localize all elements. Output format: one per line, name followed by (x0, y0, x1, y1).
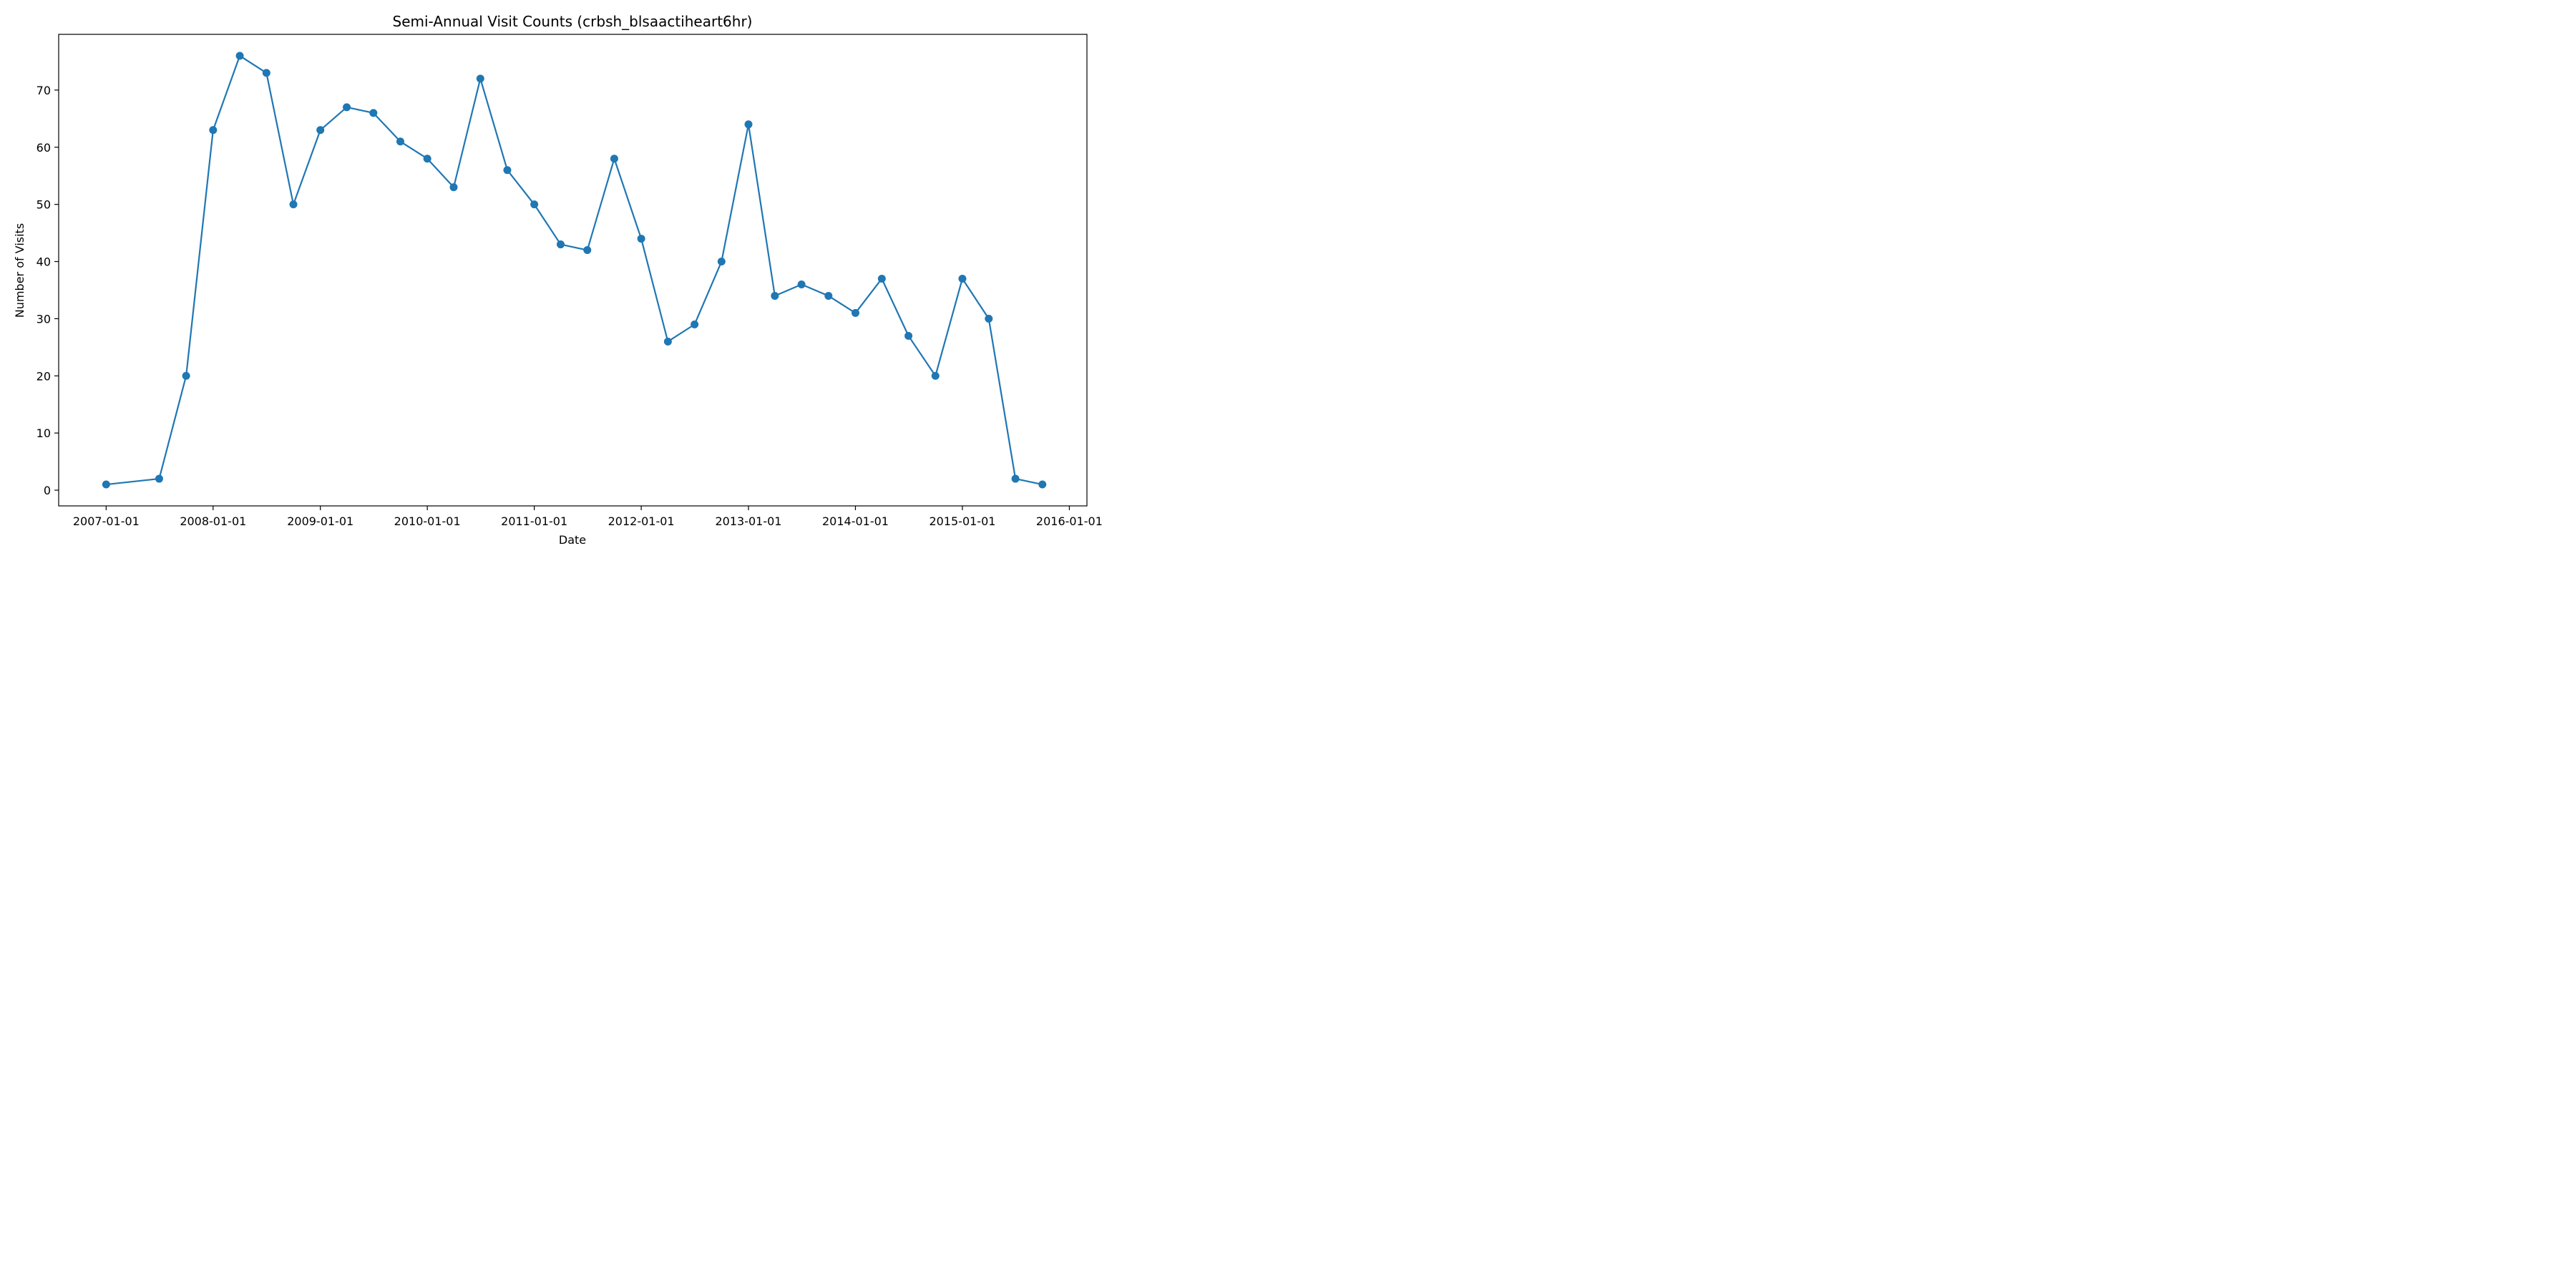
data-point (610, 155, 618, 163)
x-axis-ticks: 2007-01-01 2008-01-01 2009-01-01 2010-01-01… (73, 506, 1103, 528)
data-point (262, 69, 270, 77)
data-point (423, 155, 431, 163)
data-point (530, 200, 539, 209)
x-axis-label: Date (559, 533, 586, 547)
chart: Semi-Annual Visit Counts (crbsh_blsaacti… (13, 13, 1103, 547)
x-tick-label: 2007-01-01 (73, 514, 140, 528)
x-tick-label: 2014-01-01 (822, 514, 889, 528)
x-tick-label: 2015-01-01 (929, 514, 995, 528)
data-point (771, 291, 779, 300)
data-point (663, 337, 672, 346)
data-point (1011, 474, 1020, 483)
series-layer (102, 52, 1047, 489)
data-point (155, 474, 163, 483)
data-point (476, 74, 484, 83)
data-point (877, 274, 886, 283)
data-point (209, 126, 218, 135)
y-tick-label: 70 (36, 84, 51, 97)
data-point (904, 331, 913, 340)
data-point (637, 235, 645, 243)
data-point (931, 371, 940, 380)
y-tick-label: 40 (36, 255, 51, 269)
y-axis-label: Number of Visits (13, 223, 26, 318)
data-point (691, 320, 699, 328)
x-tick-label: 2013-01-01 (716, 514, 782, 528)
y-tick-label: 0 (44, 484, 51, 497)
data-point (583, 246, 592, 255)
data-point (316, 126, 325, 135)
data-point (744, 120, 753, 129)
x-tick-label: 2016-01-01 (1036, 514, 1103, 528)
data-point (369, 109, 378, 117)
data-point (958, 274, 967, 283)
data-point (449, 183, 458, 192)
data-point (797, 280, 806, 288)
data-point (851, 308, 859, 317)
y-tick-label: 20 (36, 369, 51, 383)
x-tick-label: 2011-01-01 (501, 514, 567, 528)
y-tick-label: 10 (36, 426, 51, 440)
y-tick-label: 50 (36, 198, 51, 212)
y-tick-label: 60 (36, 141, 51, 155)
y-axis-ticks: 0 10 20 30 40 50 60 70 (36, 84, 59, 497)
data-point (557, 240, 565, 249)
series-line (106, 54, 1043, 486)
plot-frame (58, 34, 1088, 507)
x-tick-label: 2010-01-01 (394, 514, 461, 528)
data-point (396, 137, 404, 146)
data-point (1038, 480, 1047, 489)
x-tick-label: 2012-01-01 (608, 514, 675, 528)
chart-title: Semi-Annual Visit Counts (crbsh_blsaacti… (393, 13, 753, 30)
x-tick-label: 2009-01-01 (287, 514, 353, 528)
data-point (343, 103, 351, 112)
data-point (717, 258, 726, 266)
data-point (985, 314, 993, 323)
data-point (182, 371, 190, 380)
data-point (235, 52, 244, 60)
data-point (102, 480, 110, 489)
y-tick-label: 30 (36, 312, 51, 326)
data-point (289, 200, 298, 209)
x-tick-label: 2008-01-01 (180, 514, 246, 528)
data-point (824, 291, 833, 300)
data-point (503, 166, 512, 175)
